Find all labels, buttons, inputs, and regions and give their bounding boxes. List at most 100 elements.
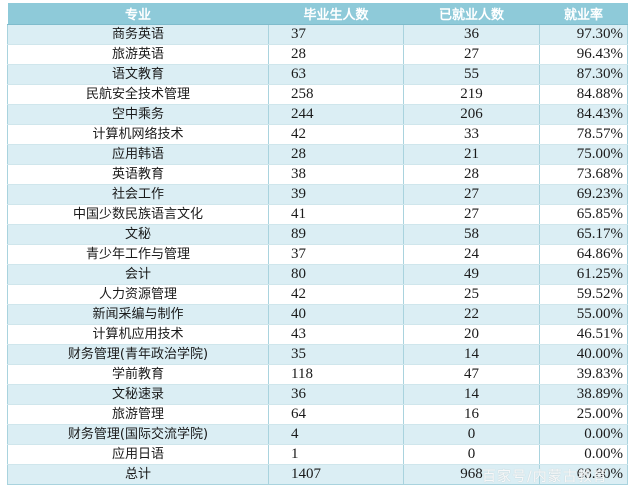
cell-employed: 206 (403, 104, 540, 125)
table-row: 社会工作 39 27 69.23% (7, 184, 628, 205)
table-row: 财务管理(青年政治学院) 35 14 40.00% (7, 344, 628, 365)
cell-employed: 24 (403, 244, 540, 265)
table-row: 旅游英语 28 27 96.43% (7, 44, 628, 65)
cell-major: 应用日语 (7, 444, 269, 465)
cell-rate: 87.30% (539, 64, 628, 85)
cell-major: 财务管理(青年政治学院) (7, 344, 269, 365)
header-major: 专业 (7, 3, 269, 25)
cell-rate: 64.86% (539, 244, 628, 265)
cell-graduates: 39 (268, 184, 404, 205)
cell-graduates: 244 (268, 104, 404, 125)
cell-employed: 968 (403, 464, 540, 485)
cell-major: 青少年工作与管理 (7, 244, 269, 265)
cell-rate: 78.57% (539, 124, 628, 145)
cell-rate: 69.23% (539, 184, 628, 205)
cell-employed: 27 (403, 204, 540, 225)
cell-employed: 21 (403, 144, 540, 165)
header-employed: 已就业人数 (403, 3, 540, 25)
cell-major: 英语教育 (7, 164, 269, 185)
cell-graduates: 28 (268, 144, 404, 165)
table-row: 应用韩语 28 21 75.00% (7, 144, 628, 165)
cell-employed: 36 (403, 24, 540, 45)
cell-major: 空中乘务 (7, 104, 269, 125)
cell-employed: 14 (403, 384, 540, 405)
table-row: 新闻采编与制作 40 22 55.00% (7, 304, 628, 325)
cell-employed: 47 (403, 364, 540, 385)
table-row: 商务英语 37 36 97.30% (7, 24, 628, 45)
cell-graduates: 42 (268, 124, 404, 145)
cell-rate: 97.30% (539, 24, 628, 45)
cell-graduates: 38 (268, 164, 404, 185)
cell-rate: 46.51% (539, 324, 628, 345)
employment-table: 专业 毕业生人数 已就业人数 就业率 商务英语 37 36 97.30% 旅游英语 28 2… (7, 3, 628, 485)
cell-rate: 0.00% (539, 444, 628, 465)
cell-rate: 0.00% (539, 424, 628, 445)
cell-rate: 84.88% (539, 84, 628, 105)
cell-major: 人力资源管理 (7, 284, 269, 305)
table-row: 计算机应用技术 43 20 46.51% (7, 324, 628, 345)
cell-rate: 96.43% (539, 44, 628, 65)
cell-graduates: 63 (268, 64, 404, 85)
cell-graduates: 35 (268, 344, 404, 365)
table-row: 人力资源管理 42 25 59.52% (7, 284, 628, 305)
cell-rate: 84.43% (539, 104, 628, 125)
cell-employed: 0 (403, 424, 540, 445)
cell-employed: 22 (403, 304, 540, 325)
cell-rate: 38.89% (539, 384, 628, 405)
cell-major: 旅游英语 (7, 44, 269, 65)
table-total-row: 总计 1407 968 68.80% (7, 464, 628, 485)
cell-major: 语文教育 (7, 64, 269, 85)
table-header-row: 专业 毕业生人数 已就业人数 就业率 (7, 3, 628, 25)
cell-graduates: 80 (268, 264, 404, 285)
table-row: 中国少数民族语言文化 41 27 65.85% (7, 204, 628, 225)
cell-major: 中国少数民族语言文化 (7, 204, 269, 225)
cell-major: 文秘 (7, 224, 269, 245)
cell-employed: 55 (403, 64, 540, 85)
cell-rate: 55.00% (539, 304, 628, 325)
cell-graduates: 118 (268, 364, 404, 385)
table-row: 文秘 89 58 65.17% (7, 224, 628, 245)
cell-graduates: 42 (268, 284, 404, 305)
cell-rate: 68.80% (539, 464, 628, 485)
table-row: 学前教育 118 47 39.83% (7, 364, 628, 385)
cell-major: 学前教育 (7, 364, 269, 385)
cell-graduates: 37 (268, 244, 404, 265)
cell-major: 旅游管理 (7, 404, 269, 425)
cell-major: 新闻采编与制作 (7, 304, 269, 325)
cell-employed: 25 (403, 284, 540, 305)
cell-graduates: 89 (268, 224, 404, 245)
cell-rate: 39.83% (539, 364, 628, 385)
table-row: 青少年工作与管理 37 24 64.86% (7, 244, 628, 265)
cell-graduates: 41 (268, 204, 404, 225)
cell-graduates: 37 (268, 24, 404, 45)
cell-graduates: 258 (268, 84, 404, 105)
table-row: 民航安全技术管理 258 219 84.88% (7, 84, 628, 105)
cell-major: 财务管理(国际交流学院) (7, 424, 269, 445)
header-rate: 就业率 (539, 3, 628, 25)
cell-employed: 28 (403, 164, 540, 185)
cell-graduates: 1 (268, 444, 404, 465)
cell-rate: 73.68% (539, 164, 628, 185)
cell-employed: 14 (403, 344, 540, 365)
cell-major: 文秘速录 (7, 384, 269, 405)
cell-rate: 65.17% (539, 224, 628, 245)
cell-major: 总计 (7, 464, 269, 485)
cell-rate: 65.85% (539, 204, 628, 225)
table-row: 旅游管理 64 16 25.00% (7, 404, 628, 425)
cell-rate: 25.00% (539, 404, 628, 425)
cell-rate: 75.00% (539, 144, 628, 165)
cell-major: 商务英语 (7, 24, 269, 45)
cell-major: 民航安全技术管理 (7, 84, 269, 105)
table-row: 应用日语 1 0 0.00% (7, 444, 628, 465)
cell-employed: 58 (403, 224, 540, 245)
table-row: 文秘速录 36 14 38.89% (7, 384, 628, 405)
table-row: 英语教育 38 28 73.68% (7, 164, 628, 185)
cell-graduates: 1407 (268, 464, 404, 485)
cell-employed: 20 (403, 324, 540, 345)
cell-graduates: 40 (268, 304, 404, 325)
cell-graduates: 36 (268, 384, 404, 405)
cell-major: 计算机应用技术 (7, 324, 269, 345)
cell-graduates: 4 (268, 424, 404, 445)
table-row: 空中乘务 244 206 84.43% (7, 104, 628, 125)
